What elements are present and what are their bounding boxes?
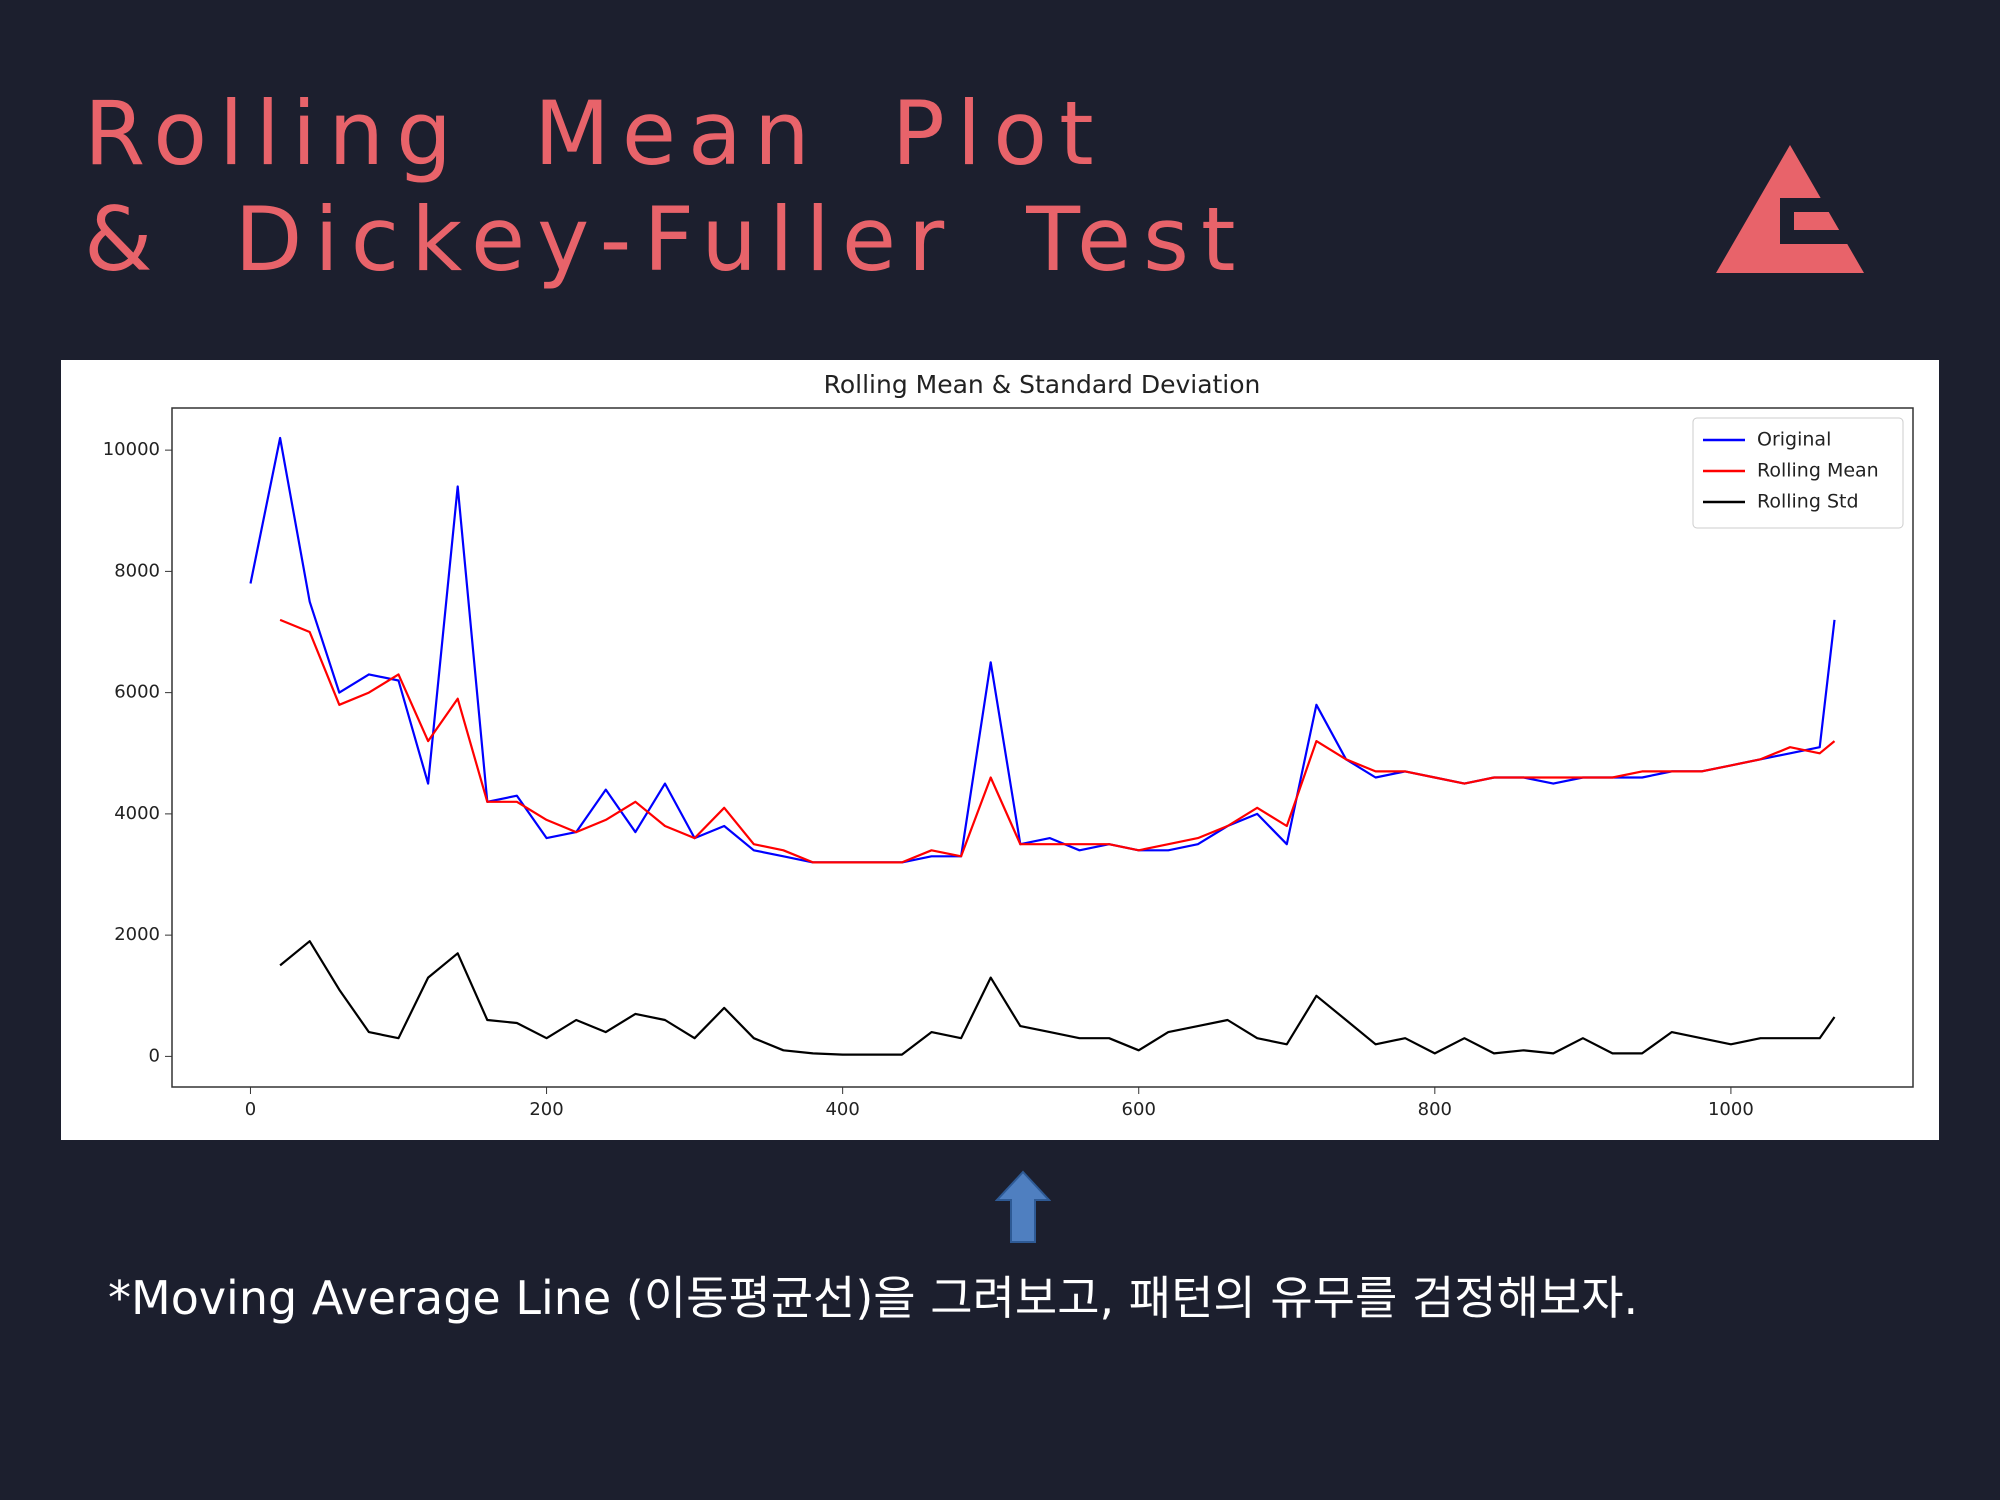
x-tick-label: 800 — [1418, 1099, 1452, 1120]
slide-title: & Dickey-Fuller Test — [84, 188, 1248, 291]
x-tick-label: 600 — [1122, 1099, 1156, 1120]
series-line — [279, 618, 1836, 864]
legend-label: Rolling Mean — [1757, 460, 1879, 482]
x-tick-label: 1000 — [1708, 1099, 1754, 1120]
chart-title: Rolling Mean & Standard Deviation — [824, 370, 1261, 399]
legend-label: Original — [1757, 429, 1831, 451]
legend-label: Rolling Std — [1757, 491, 1859, 513]
y-tick-label: 4000 — [114, 803, 160, 824]
chart: Rolling Mean & Standard Deviation 0 200 40… — [61, 360, 1939, 1140]
y-tick-label: 10000 — [103, 439, 160, 460]
x-tick-label: 400 — [825, 1099, 859, 1120]
y-tick-label: 2000 — [114, 924, 160, 945]
x-tick-label: 200 — [529, 1099, 563, 1120]
plot-frame — [171, 407, 1914, 1088]
legend-box — [1692, 417, 1904, 529]
series-line — [279, 940, 1836, 1056]
slide-title: Rolling Mean Plot — [84, 82, 1106, 185]
arrow — [995, 1170, 1051, 1243]
y-tick-label: 8000 — [114, 560, 160, 581]
y-tick-label: 0 — [149, 1045, 160, 1066]
y-tick-label: 6000 — [114, 682, 160, 703]
x-tick-label: 0 — [245, 1099, 256, 1120]
caption: *Moving Average Line (이동평균선)을 그려보고, 패턴의 … — [108, 1271, 1639, 1325]
logo — [1716, 145, 1864, 273]
